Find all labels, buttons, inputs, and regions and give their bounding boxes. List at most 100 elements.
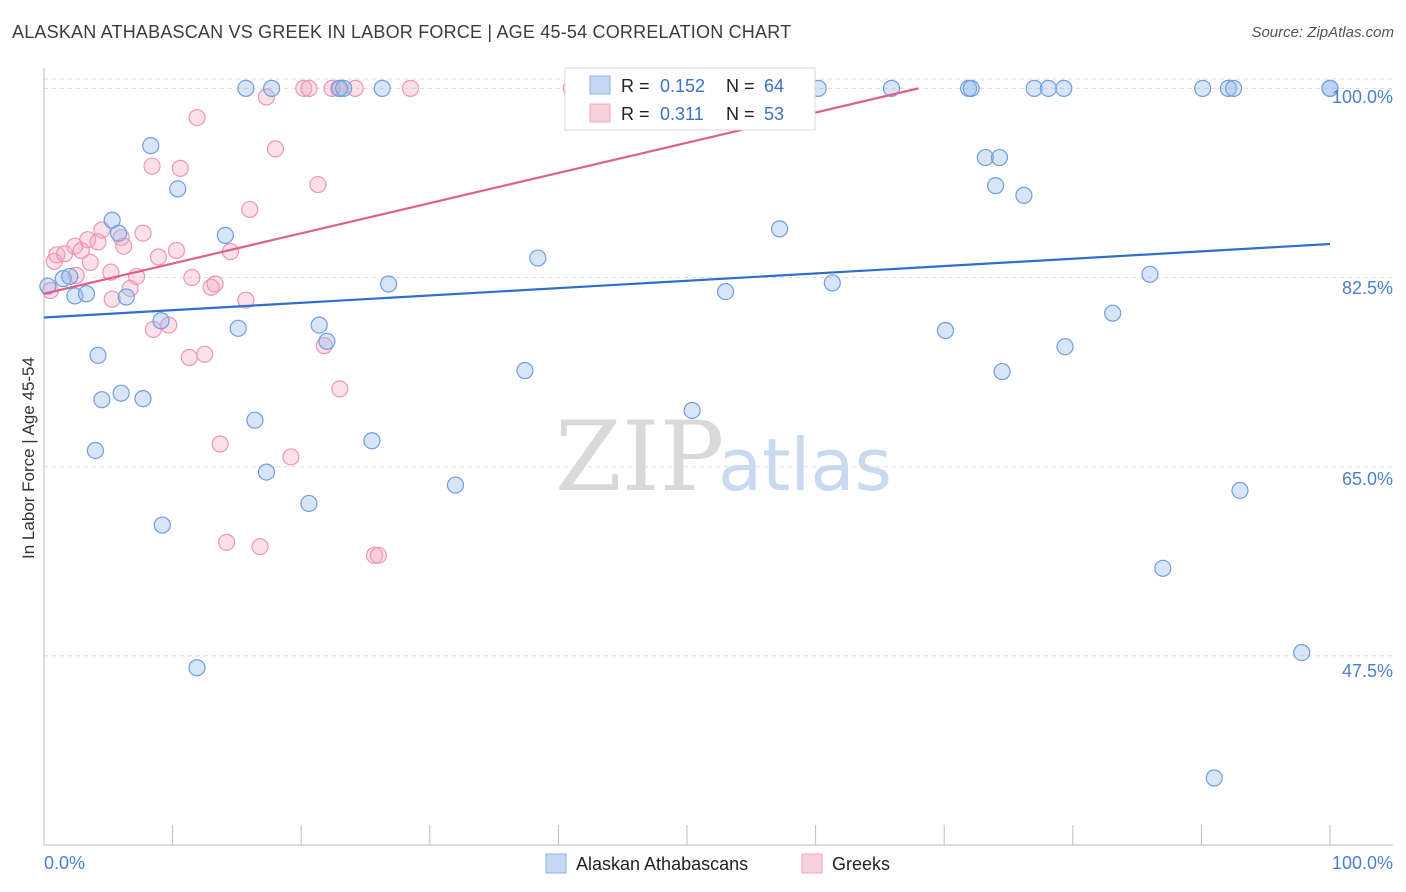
- trend-line-alaskan-athabascan: [43, 242, 1331, 319]
- point-greek: [365, 546, 384, 564]
- point-alaskan-athabascan: [109, 224, 128, 242]
- stats-pink-n-label: N =: [726, 104, 755, 124]
- point-alaskan-athabascan: [318, 332, 336, 350]
- point-alaskan-athabascan: [823, 274, 841, 292]
- point-alaskan-athabascan: [1055, 79, 1073, 97]
- point-alaskan-athabascan: [216, 226, 234, 244]
- point-alaskan-athabascan: [93, 391, 111, 409]
- point-greek: [134, 224, 152, 242]
- point-greek: [188, 108, 206, 127]
- point-alaskan-athabascan: [1104, 304, 1122, 322]
- watermark-atlas: atlas: [718, 423, 892, 507]
- point-alaskan-athabascan: [529, 249, 547, 267]
- x-tick-label-right: 100.0%: [1332, 853, 1393, 873]
- point-alaskan-athabascan: [39, 277, 57, 295]
- point-alaskan-athabascan: [993, 362, 1011, 381]
- point-greek: [211, 435, 229, 453]
- stats-blue-r-label: R =: [621, 76, 650, 96]
- chart-legend: Alaskan Athabascans Greeks: [545, 853, 890, 874]
- legend-swatch-blue: [545, 853, 567, 874]
- point-alaskan-athabascan: [1039, 79, 1057, 97]
- point-alaskan-athabascan: [152, 312, 170, 330]
- stats-box: R = 0.152 N = 64 R = 0.311 N = 53: [564, 67, 816, 131]
- point-greek: [171, 159, 189, 177]
- point-greek: [180, 348, 198, 367]
- point-alaskan-athabascan: [770, 220, 789, 238]
- point-alaskan-athabascan: [142, 137, 160, 155]
- stats-pink-r-value: 0.311: [660, 104, 704, 124]
- point-alaskan-athabascan: [310, 316, 328, 334]
- point-greek: [251, 538, 269, 556]
- point-alaskan-athabascan: [134, 389, 152, 408]
- point-alaskan-athabascan: [962, 79, 980, 97]
- point-alaskan-athabascan: [1231, 481, 1249, 500]
- point-alaskan-athabascan: [1015, 186, 1033, 204]
- y-tick-label: 100.0%: [1332, 87, 1393, 107]
- point-greek: [237, 291, 255, 309]
- point-alaskan-athabascan: [335, 79, 353, 97]
- point-alaskan-athabascan: [1205, 769, 1223, 787]
- point-greek: [401, 79, 420, 97]
- point-greek: [282, 448, 300, 466]
- point-alaskan-athabascan: [77, 285, 96, 303]
- stats-blue-n-label: N =: [726, 76, 755, 96]
- point-alaskan-athabascan: [300, 494, 318, 513]
- point-greek: [196, 345, 214, 363]
- y-axis-title: In Labor Force | Age 45-54: [19, 357, 38, 559]
- axes: [43, 68, 1393, 846]
- point-alaskan-athabascan: [1141, 265, 1159, 283]
- point-alaskan-athabascan: [516, 361, 534, 380]
- point-greek: [143, 157, 161, 175]
- point-greek: [183, 268, 201, 287]
- point-greek: [300, 79, 318, 97]
- point-alaskan-athabascan: [1056, 338, 1074, 356]
- point-greek: [167, 241, 186, 260]
- point-alaskan-athabascan: [1321, 79, 1339, 97]
- stats-pink-r-label: R =: [621, 104, 650, 124]
- point-greek: [331, 380, 349, 398]
- point-alaskan-athabascan: [1194, 79, 1212, 97]
- stats-swatch-blue: [589, 75, 611, 95]
- point-alaskan-athabascan: [263, 79, 281, 97]
- point-alaskan-athabascan: [936, 321, 955, 340]
- point-alaskan-athabascan: [683, 401, 701, 420]
- point-greek: [67, 266, 85, 284]
- point-alaskan-athabascan: [1025, 79, 1043, 97]
- point-greek: [295, 79, 313, 97]
- point-alaskan-athabascan: [1219, 79, 1238, 97]
- point-greek: [218, 533, 236, 551]
- point-alaskan-athabascan: [229, 319, 247, 337]
- point-alaskan-athabascan: [331, 79, 349, 97]
- point-alaskan-athabascan: [54, 270, 72, 288]
- point-greek: [309, 175, 327, 194]
- point-greek: [257, 88, 276, 106]
- point-alaskan-athabascan: [1224, 79, 1243, 97]
- point-greek: [206, 275, 224, 293]
- chart-title: ALASKAN ATHABASCAN VS GREEK IN LABOR FOR…: [12, 22, 792, 42]
- y-tick-labels: 100.0% 82.5% 65.0% 47.5%: [1332, 87, 1393, 681]
- point-alaskan-athabascan: [153, 516, 171, 534]
- stats-blue-n-value: 64: [764, 76, 784, 96]
- point-greek: [72, 241, 90, 260]
- stats-blue-r-value: 0.152: [660, 76, 705, 96]
- point-alaskan-athabascan: [882, 79, 901, 97]
- chart-source: Source: ZipAtlas.com: [1251, 24, 1394, 41]
- grid-lines: [44, 78, 1393, 657]
- point-alaskan-athabascan: [188, 659, 206, 677]
- point-alaskan-athabascan: [380, 275, 398, 293]
- point-alaskan-athabascan: [117, 288, 135, 306]
- point-alaskan-athabascan: [1154, 559, 1172, 577]
- point-alaskan-athabascan: [89, 346, 107, 364]
- point-alaskan-athabascan: [169, 180, 187, 198]
- point-alaskan-athabascan: [987, 177, 1005, 195]
- point-alaskan-athabascan: [61, 267, 79, 286]
- point-alaskan-athabascan: [363, 432, 381, 450]
- legend-label-blue: Alaskan Athabascans: [576, 854, 748, 874]
- x-tick-label-left: 0.0%: [44, 853, 85, 873]
- point-alaskan-athabascan: [446, 476, 465, 494]
- y-tick-label: 82.5%: [1342, 278, 1393, 298]
- point-greek: [241, 200, 259, 219]
- point-alaskan-athabascan: [1293, 644, 1311, 662]
- point-alaskan-athabascan: [373, 79, 391, 97]
- point-alaskan-athabascan: [716, 282, 735, 301]
